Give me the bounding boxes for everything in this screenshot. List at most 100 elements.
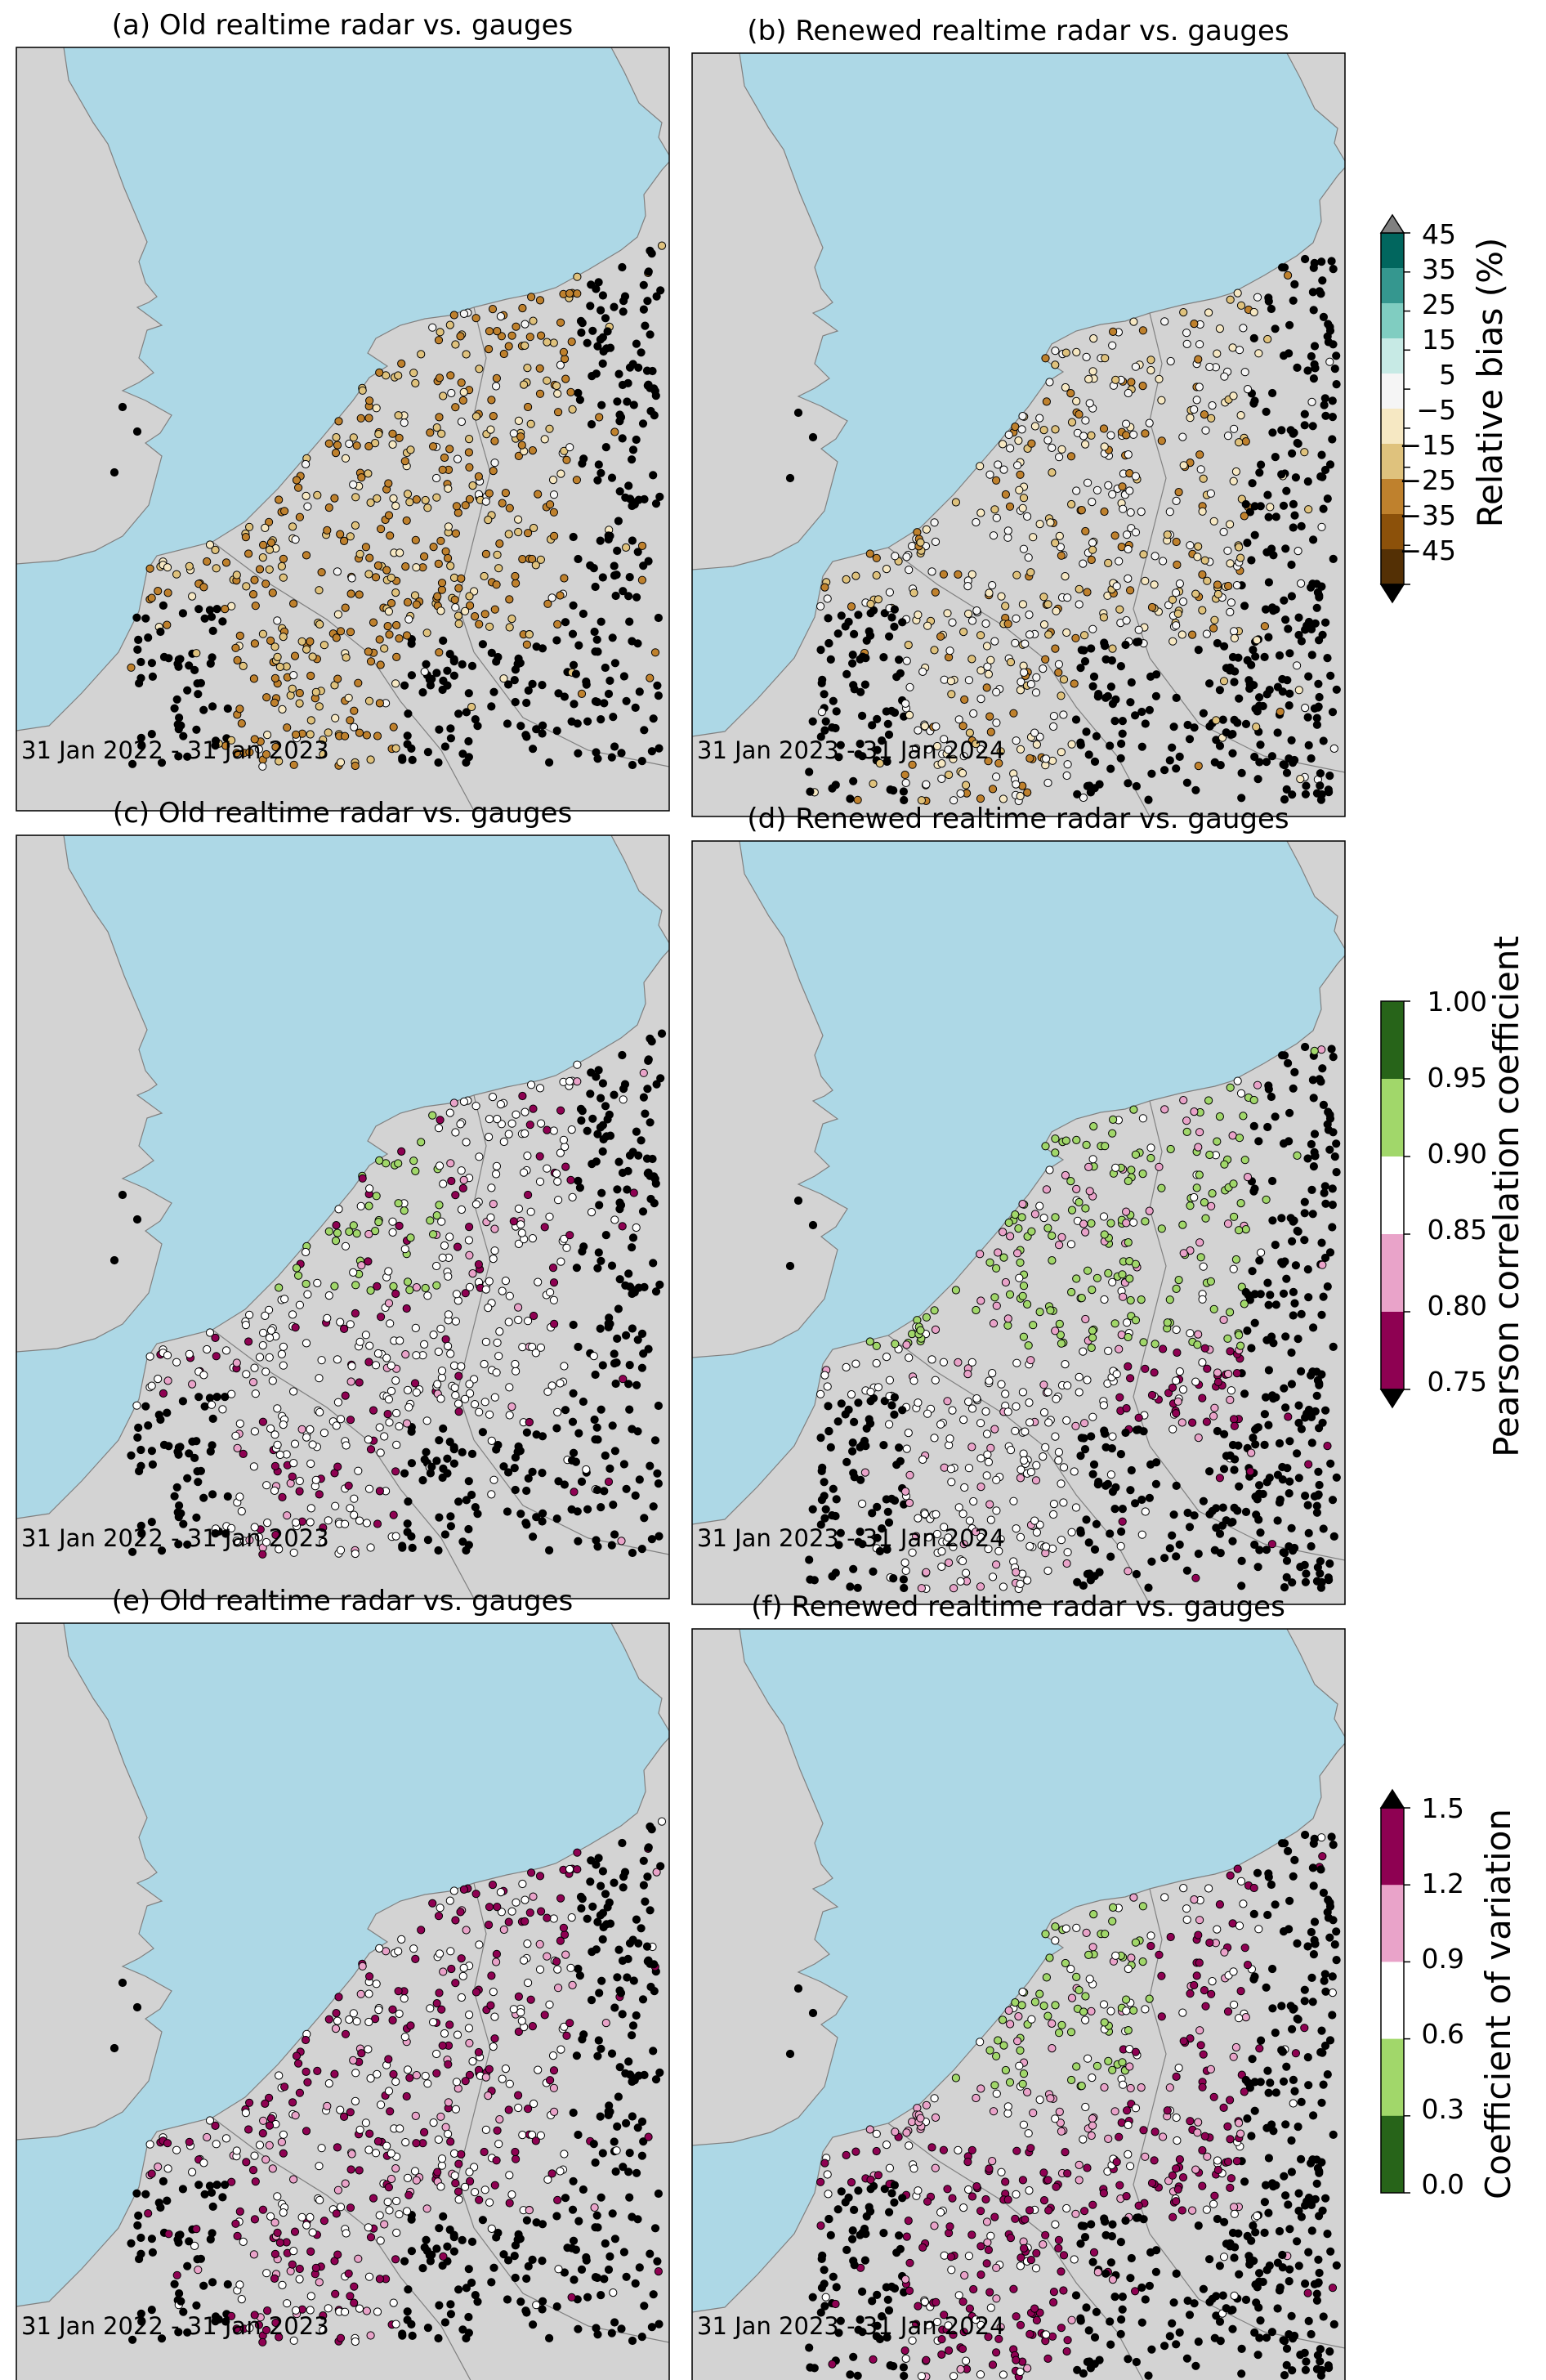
gauge-station [334, 1205, 343, 1214]
gauge-station [373, 561, 382, 570]
gauge-station [346, 1504, 355, 1513]
gauge-station [373, 2307, 382, 2316]
gauge-station [554, 1477, 563, 1486]
gauge-station [858, 752, 867, 761]
gauge-station [1032, 2248, 1041, 2257]
gauge-station [1032, 673, 1041, 682]
gauge-station [1085, 1187, 1094, 1196]
gauge-station [1320, 1182, 1329, 1191]
gauge-station [524, 686, 533, 696]
gauge-station [1072, 1274, 1081, 1283]
gauge-station [1222, 1516, 1231, 1525]
gauge-station [1239, 324, 1248, 333]
gauge-station [1061, 1360, 1070, 1369]
gauge-station [1198, 1358, 1207, 1367]
gauge-station [402, 2207, 412, 2216]
gauge-station [1288, 449, 1297, 458]
gauge-station [1285, 2277, 1294, 2286]
gauge-station [574, 2324, 583, 2333]
gauge-station [568, 1192, 577, 1201]
gauge-station [1310, 1130, 1320, 1139]
gauge-station [315, 1490, 324, 1499]
gauge-station [492, 657, 501, 666]
gauge-station [1271, 1300, 1280, 1309]
gauge-station [487, 1971, 496, 1980]
gauge-station [960, 695, 969, 705]
gauge-station [467, 2237, 477, 2247]
gauge-station [351, 1281, 360, 1290]
gauge-station [994, 758, 1003, 767]
gauge-station [373, 2136, 382, 2146]
gauge-station [1013, 461, 1022, 470]
gauge-station [475, 1152, 484, 1161]
gauge-station [640, 1514, 649, 1523]
gauge-station [496, 312, 506, 321]
gauge-station [295, 699, 304, 708]
gauge-station [471, 1200, 481, 1209]
gauge-station [366, 2331, 375, 2340]
gauge-station [384, 1267, 393, 1276]
gauge-station [1075, 1372, 1084, 1382]
gauge-station [486, 425, 495, 434]
gauge-station [356, 1989, 365, 1998]
gauge-station [439, 1464, 448, 1474]
gauge-stations [109, 241, 667, 771]
gauge-station [420, 2127, 429, 2137]
gauge-station [594, 278, 603, 287]
gauge-station [1079, 432, 1088, 441]
gauge-station [628, 2021, 638, 2030]
gauge-station [586, 1089, 595, 1098]
gauge-station [885, 2208, 894, 2217]
gauge-station [333, 2185, 342, 2194]
gauge-station [521, 731, 530, 740]
gauge-station [1328, 1989, 1338, 1998]
gauge-station [909, 588, 918, 597]
gauge-station [391, 1289, 400, 1299]
gauge-station [346, 589, 355, 598]
gauge-station [1287, 1348, 1296, 1358]
gauge-station [407, 2215, 416, 2224]
gauge-station [239, 1449, 248, 1459]
gauge-station [601, 443, 610, 452]
gauge-station [1016, 470, 1025, 479]
gauge-station [602, 344, 611, 353]
gauge-station [1308, 1210, 1317, 1219]
gauge-station [1198, 1394, 1207, 1402]
gauge-station [1240, 1389, 1249, 1398]
gauge-station [464, 2024, 474, 2033]
gauge-station [170, 2279, 179, 2288]
gauge-station [1063, 1548, 1072, 1557]
gauge-station [1226, 1395, 1235, 1405]
gauge-station [263, 731, 272, 740]
gauge-station [311, 2263, 320, 2273]
gauge-station [1049, 2288, 1058, 2297]
gauge-station [1196, 2041, 1205, 2050]
gauge-station [465, 2038, 474, 2047]
gauge-station [334, 417, 343, 426]
gauge-station [609, 2288, 618, 2297]
gauge-station [1300, 1236, 1309, 1245]
gauge-station [1075, 584, 1084, 594]
gauge-station [1172, 496, 1181, 506]
gauge-station [1026, 1356, 1035, 1365]
gauge-station [954, 715, 963, 724]
gauge-station [205, 606, 214, 615]
gauge-station [1325, 1559, 1334, 1568]
gauge-station [1243, 385, 1253, 394]
gauge-station [447, 1176, 456, 1186]
gauge-station [1129, 430, 1138, 439]
gauge-station [1241, 2013, 1250, 2022]
gauge-station [349, 480, 358, 490]
gauge-station [294, 2059, 303, 2068]
gauge-station [250, 639, 259, 648]
gauge-station [1232, 581, 1242, 590]
gauge-station [504, 2105, 513, 2114]
gauge-station [156, 1415, 165, 1425]
gauge-station [999, 794, 1008, 803]
gauge-station [1026, 568, 1035, 577]
gauge-station [485, 2065, 494, 2074]
gauge-station [614, 517, 623, 526]
gauge-station [1025, 1418, 1034, 1427]
gauge-station [1172, 693, 1181, 703]
